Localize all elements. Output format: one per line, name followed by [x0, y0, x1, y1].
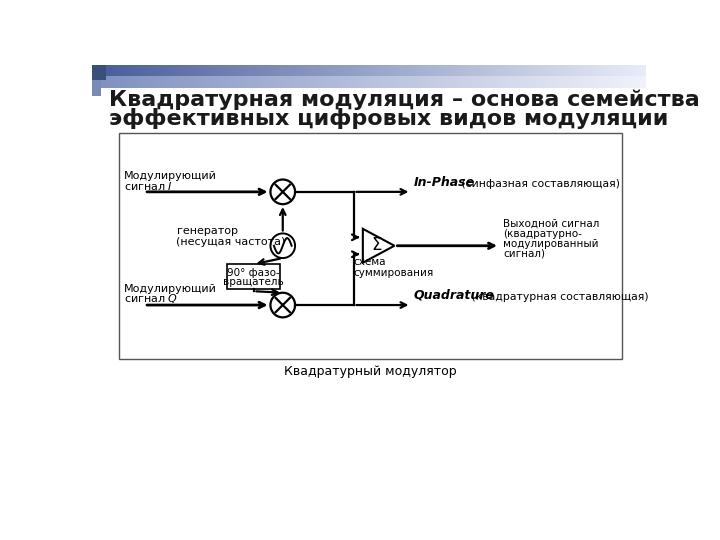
- Text: сигнал $Q$: сигнал $Q$: [124, 292, 179, 305]
- Text: $\Sigma$: $\Sigma$: [371, 236, 382, 254]
- Text: In-Phase: In-Phase: [414, 176, 474, 189]
- Text: суммирования: суммирования: [354, 268, 434, 278]
- Text: (квадратурно-: (квадратурно-: [503, 229, 582, 239]
- Text: (квадратурная составляющая): (квадратурная составляющая): [468, 292, 649, 302]
- Text: 90° фазо-: 90° фазо-: [227, 268, 280, 278]
- Text: Модулирующий: Модулирующий: [124, 171, 217, 181]
- Text: Модулирующий: Модулирующий: [124, 284, 217, 294]
- Polygon shape: [92, 65, 106, 80]
- Text: схема: схема: [354, 258, 386, 267]
- Text: (несущая частота): (несущая частота): [176, 237, 286, 247]
- Text: Quadrature: Quadrature: [414, 289, 495, 302]
- Text: Выходной сигнал: Выходной сигнал: [503, 219, 599, 229]
- Text: сигнал): сигнал): [503, 249, 545, 259]
- Bar: [228, 264, 279, 289]
- Text: эффективных цифровых видов модуляции: эффективных цифровых видов модуляции: [109, 108, 668, 129]
- Text: Квадратурный модулятор: Квадратурный модулятор: [284, 365, 457, 378]
- Polygon shape: [119, 132, 621, 359]
- Text: вращатель: вращатель: [223, 277, 284, 287]
- Text: сигнал $I$: сигнал $I$: [124, 180, 173, 192]
- Text: генератор: генератор: [176, 226, 238, 236]
- Text: Квадратурная модуляция – основа семейства: Квадратурная модуляция – основа семейств…: [109, 90, 700, 110]
- Text: модулированный: модулированный: [503, 239, 598, 249]
- Text: (синфазная составляющая): (синфазная составляющая): [459, 179, 621, 189]
- Polygon shape: [92, 80, 101, 96]
